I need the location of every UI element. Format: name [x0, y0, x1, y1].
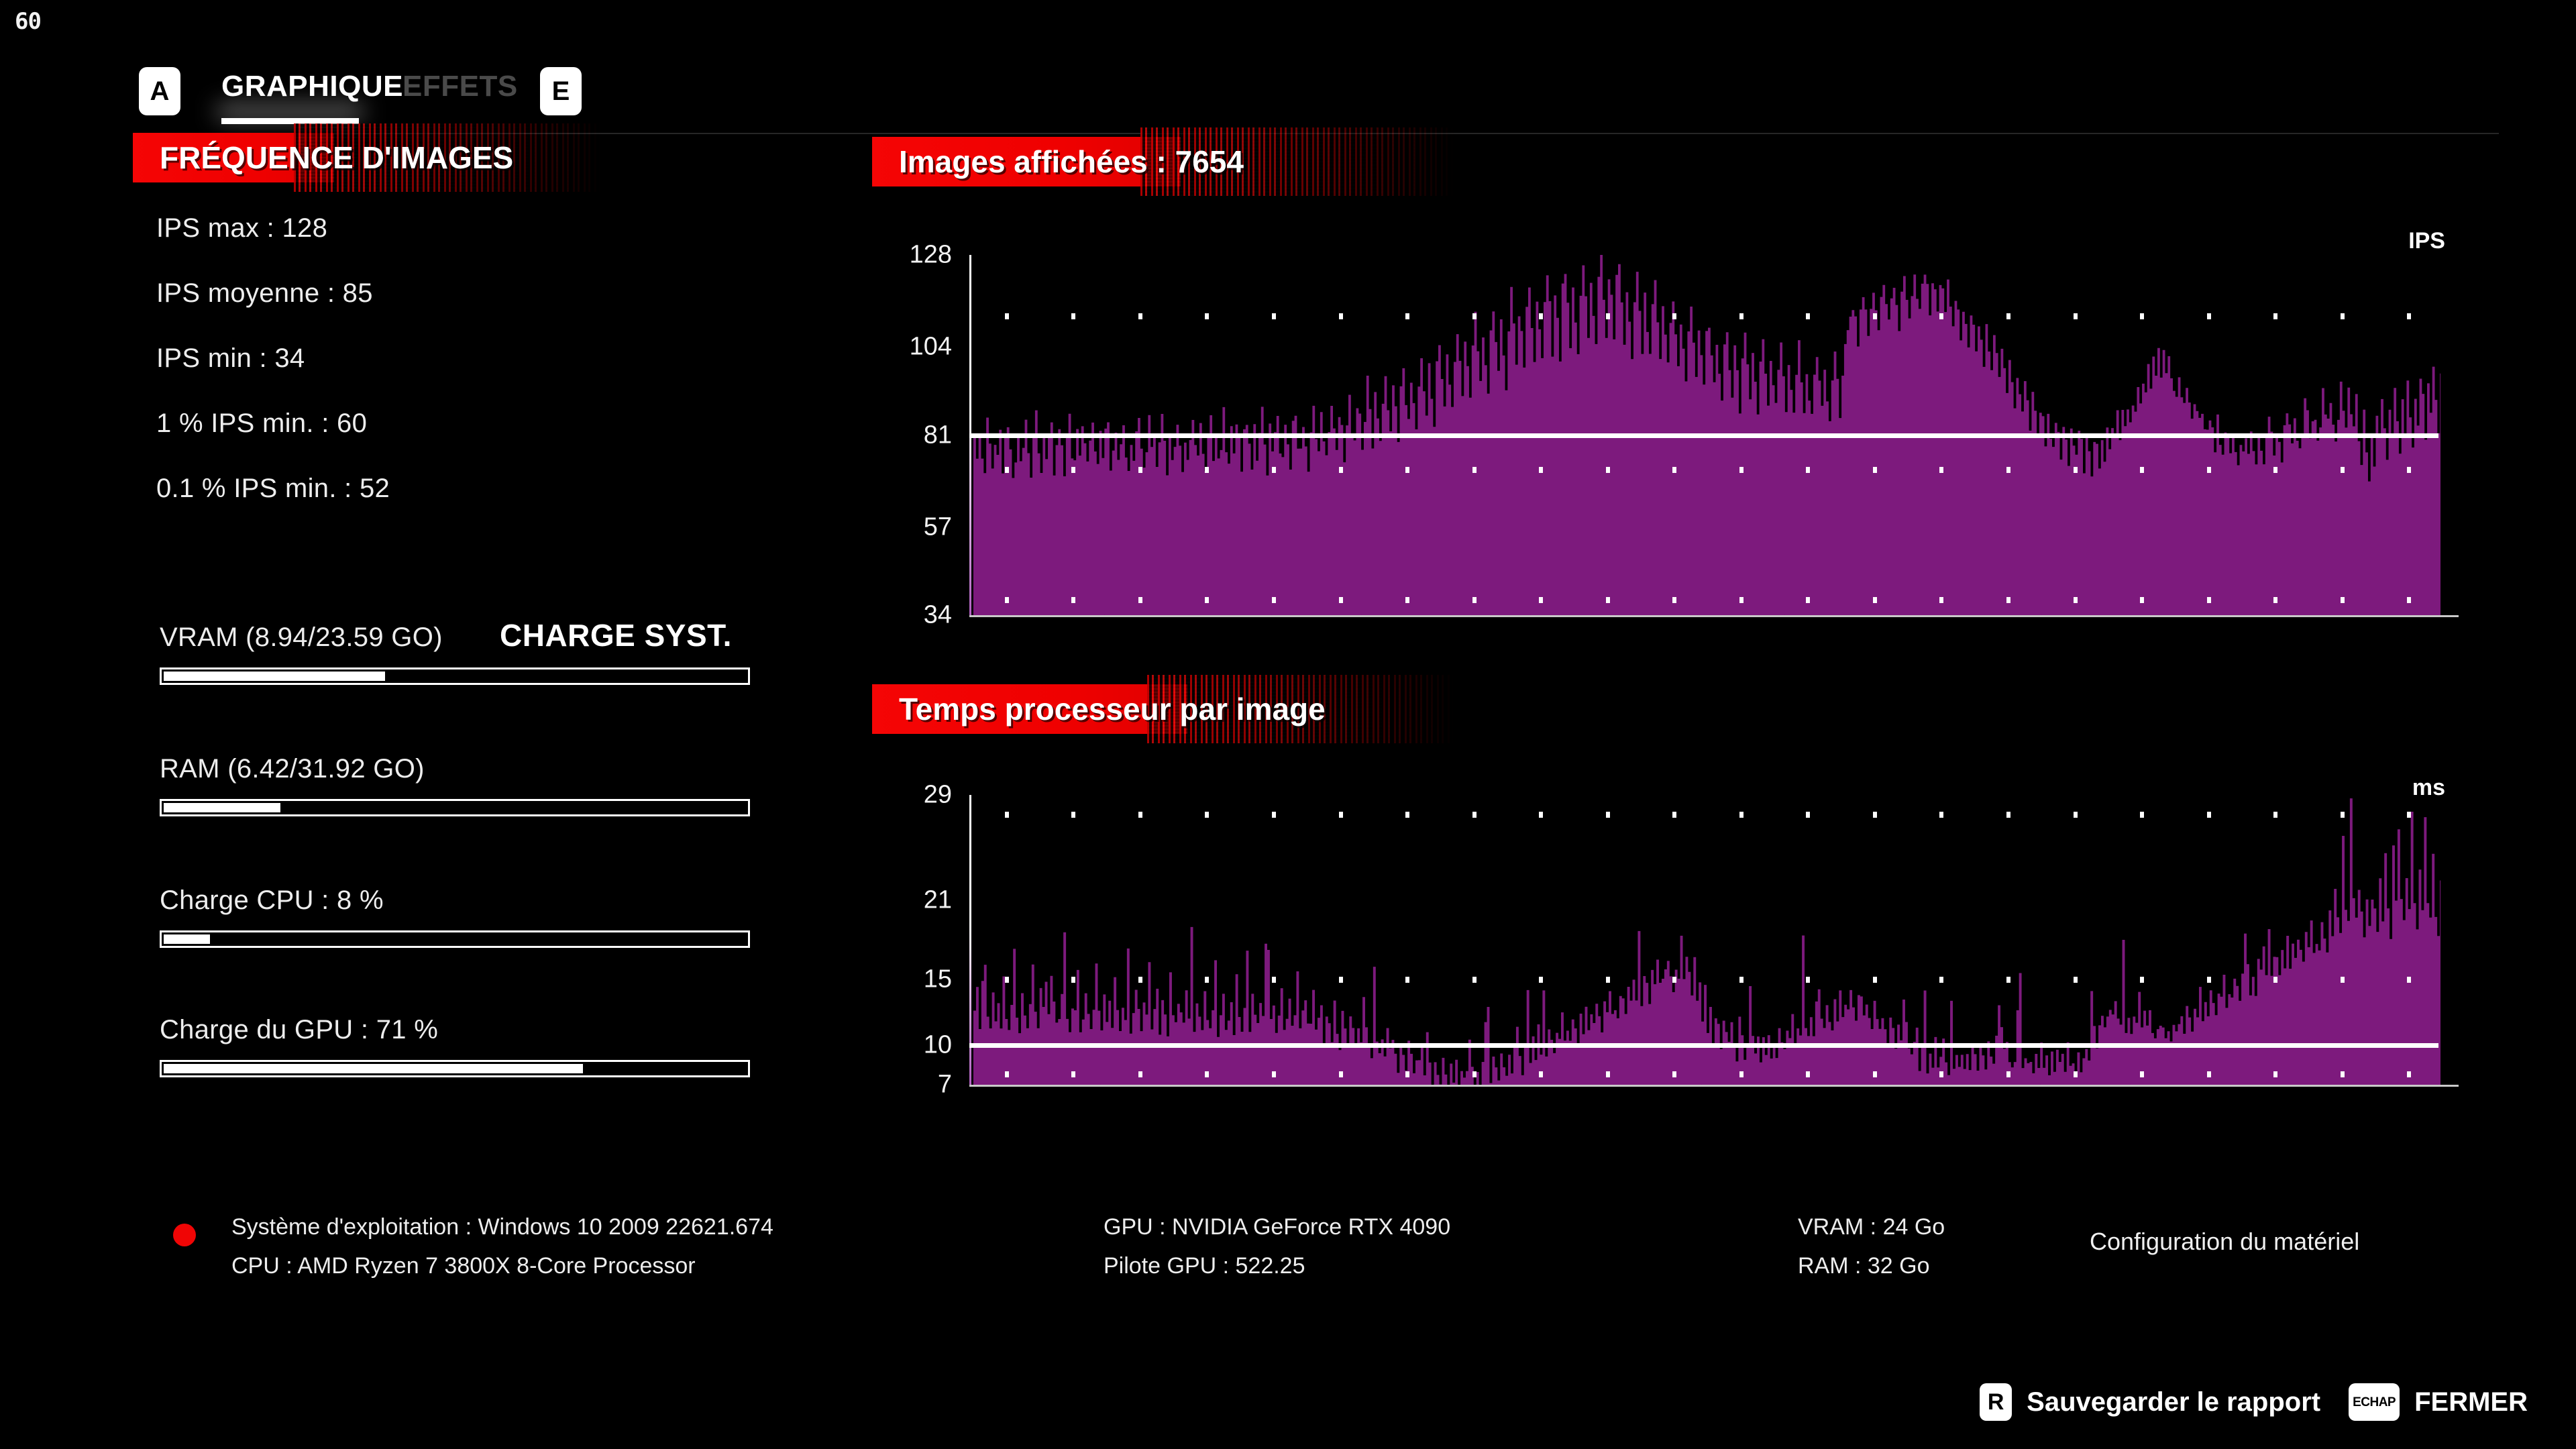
- prev-tab-key[interactable]: A: [139, 67, 180, 115]
- meter-ram: RAM (6.42/31.92 GO): [160, 754, 750, 816]
- stat-fps-avg: IPS moyenne : 85: [156, 278, 373, 308]
- y-tick-label: 21: [923, 885, 952, 914]
- meter-cpu-bar: [160, 930, 750, 948]
- y-tick-label: 128: [909, 240, 952, 269]
- meter-ram-bar: [160, 799, 750, 816]
- hardware-vram: VRAM : 24 Go: [1798, 1214, 1945, 1240]
- save-report-label: Sauvegarder le rapport: [2027, 1387, 2321, 1417]
- frametime-y-axis: [969, 795, 971, 1087]
- meter-cpu-fill: [164, 934, 211, 944]
- meter-gpu-label: Charge du GPU : 71 %: [160, 1015, 439, 1044]
- framerate-section-banner: FRÉQUENCE D'IMAGES: [133, 123, 602, 192]
- fps-y-tick-labels: 128 104 81 57 34: [910, 241, 2459, 629]
- y-tick-label: 29: [923, 780, 952, 809]
- frametime-graph-banner: Temps processeur par image: [872, 675, 1456, 743]
- hardware-cpu: CPU : AMD Ryzen 7 3800X 8-Core Processor: [231, 1253, 696, 1279]
- hardware-os: Système d'exploitation : Windows 10 2009…: [231, 1214, 773, 1240]
- meter-ram-label: RAM (6.42/31.92 GO): [160, 754, 425, 784]
- status-indicator-dot: [173, 1224, 196, 1246]
- key-escape-icon: ECHAP: [2349, 1383, 2400, 1421]
- y-tick-label: 104: [909, 332, 952, 361]
- hardware-ram: RAM : 32 Go: [1798, 1253, 1930, 1279]
- stat-fps-min: IPS min : 34: [156, 343, 305, 373]
- banner-bar: [872, 137, 1181, 186]
- frametime-x-axis: [969, 1085, 2459, 1087]
- frametime-graph-title: Temps processeur par image: [899, 692, 1326, 727]
- stat-fps-01pct-low: 0.1 % IPS min. : 52: [156, 474, 390, 503]
- hardware-driver: Pilote GPU : 522.25: [1104, 1253, 1305, 1279]
- active-tab-underline: [221, 118, 359, 124]
- stat-fps-1pct-low: 1 % IPS min. : 60: [156, 409, 368, 438]
- framerate-stat-list: IPS max : 128 IPS moyenne : 85 IPS min :…: [156, 213, 390, 539]
- meter-vram-label: VRAM (8.94/23.59 GO): [160, 623, 443, 652]
- frametime-average-line: [969, 1043, 2438, 1049]
- meter-cpu: Charge CPU : 8 %: [160, 885, 750, 948]
- fps-x-axis: [969, 615, 2459, 617]
- tab-graphique[interactable]: GRAPHIQUE: [221, 70, 403, 103]
- fps-graph-unit: IPS: [2408, 228, 2445, 254]
- system-load-title: CHARGE SYST.: [500, 618, 732, 653]
- frametime-y-tick-labels: 29 21 15 10 7: [924, 781, 2459, 1099]
- y-tick-label: 57: [923, 513, 952, 541]
- fps-counter-overlay: 60: [15, 8, 42, 35]
- banner-glitch-texture: [294, 123, 602, 192]
- bottom-action-bar: R Sauvegarder le rapport ECHAP FERMER: [1980, 1383, 2528, 1421]
- banner-bar: [872, 684, 1187, 734]
- hardware-column-gpu: GPU : NVIDIA GeForce RTX 4090 Pilote GPU…: [1104, 1208, 1450, 1286]
- y-tick-label: 7: [937, 1070, 952, 1099]
- meter-ram-fill: [164, 803, 280, 812]
- tab-effets[interactable]: EFFETS: [402, 70, 518, 103]
- y-tick-label: 34: [923, 600, 952, 629]
- y-tick-label: 15: [923, 965, 952, 994]
- meter-vram-fill: [164, 672, 385, 681]
- meter-vram: VRAM (8.94/23.59 GO): [160, 623, 750, 685]
- close-button[interactable]: ECHAP FERMER: [2349, 1383, 2528, 1421]
- hardware-column-system: Système d'exploitation : Windows 10 2009…: [231, 1208, 773, 1286]
- meter-cpu-label: Charge CPU : 8 %: [160, 885, 384, 915]
- fps-graph-banner: Images affichées : 7654: [872, 127, 1456, 196]
- y-tick-label: 10: [923, 1030, 952, 1059]
- frametime-waveform: [971, 795, 2440, 1085]
- frametime-graph-unit: ms: [2412, 775, 2445, 800]
- meter-gpu: Charge du GPU : 71 %: [160, 1015, 750, 1077]
- frametime-graph: ms 29 21 15 10 7: [924, 775, 2459, 1099]
- meter-vram-bar: [160, 667, 750, 685]
- next-tab-key[interactable]: E: [540, 67, 582, 115]
- stat-fps-max: IPS max : 128: [156, 213, 328, 243]
- top-tab-bar: A GRAPHIQUE EFFETS E: [0, 32, 2576, 134]
- banner-glitch-texture: [1140, 127, 1456, 196]
- meter-gpu-bar: [160, 1060, 750, 1077]
- y-tick-label: 81: [923, 421, 952, 449]
- hardware-config-caption: Configuration du matériel: [2090, 1228, 2360, 1255]
- hardware-column-memory: VRAM : 24 Go RAM : 32 Go: [1798, 1208, 1945, 1286]
- fps-graph: IPS 128 104 81 57 34: [910, 228, 2459, 629]
- fps-graph-title: Images affichées : 7654: [899, 144, 1244, 179]
- hardware-gpu: GPU : NVIDIA GeForce RTX 4090: [1104, 1214, 1451, 1240]
- save-report-button[interactable]: R Sauvegarder le rapport: [1980, 1383, 2320, 1421]
- frametime-plot-area: 29 21 15 10 7: [924, 781, 2459, 1099]
- framerate-banner-title: FRÉQUENCE D'IMAGES: [160, 140, 514, 175]
- fps-average-line: [969, 433, 2438, 438]
- key-r-icon: R: [1980, 1383, 2012, 1421]
- meter-gpu-fill: [164, 1064, 583, 1073]
- close-label: FERMER: [2414, 1387, 2528, 1417]
- banner-glitch-texture: [1147, 675, 1456, 743]
- fps-plot-area: 128 104 81 57 34: [910, 241, 2459, 629]
